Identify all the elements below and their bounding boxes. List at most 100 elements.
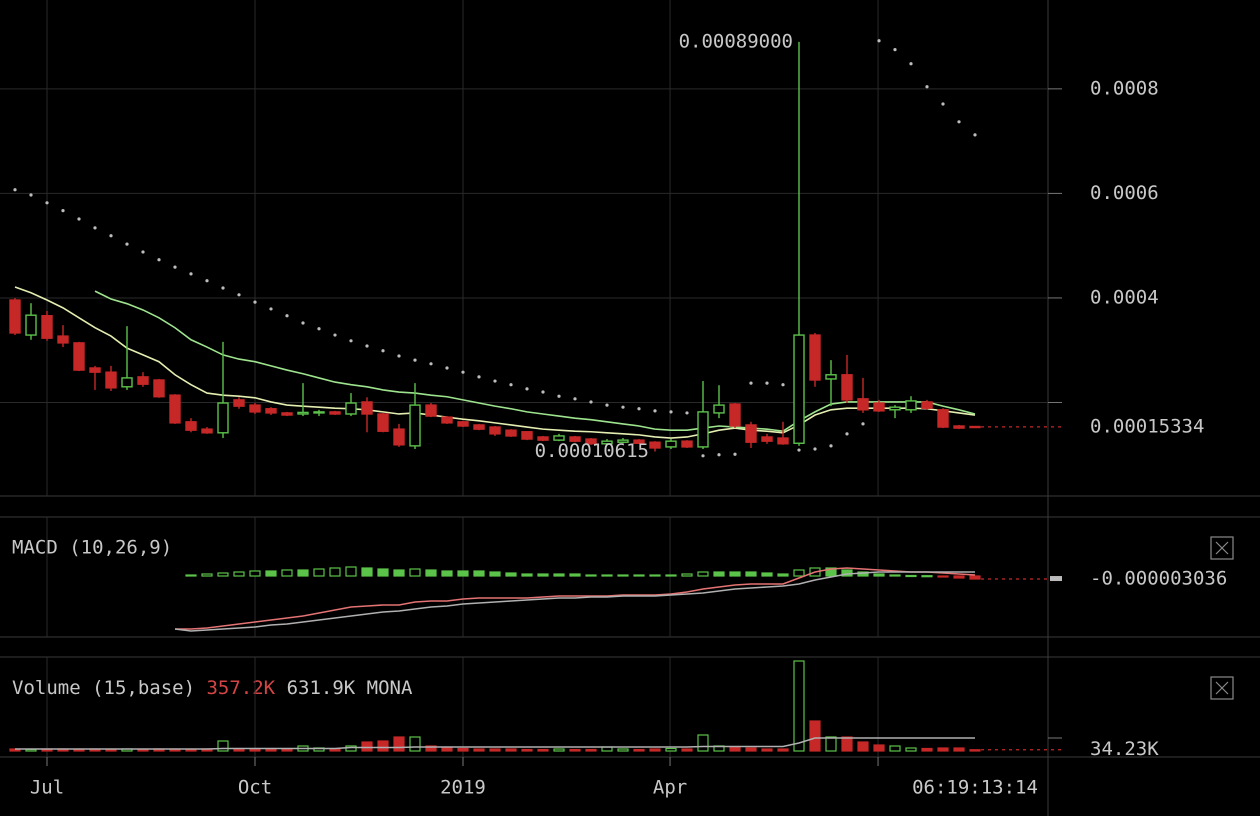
candle-body bbox=[617, 439, 629, 443]
volume-bar bbox=[249, 748, 261, 752]
volume-bar bbox=[457, 747, 469, 752]
candle-body bbox=[297, 411, 309, 415]
candle-body bbox=[969, 425, 981, 429]
macd-histogram-bar bbox=[505, 572, 517, 577]
candle-body bbox=[793, 334, 805, 444]
sar-dot bbox=[557, 394, 561, 398]
macd-histogram-bar bbox=[329, 567, 341, 577]
candle-body bbox=[601, 440, 613, 445]
sar-dot bbox=[637, 407, 641, 411]
sar-dot bbox=[157, 258, 161, 262]
volume-bar bbox=[921, 747, 933, 752]
candle-body bbox=[633, 439, 645, 444]
candle-body bbox=[841, 374, 853, 401]
macd-histogram-bar bbox=[777, 573, 789, 577]
close-volume-button[interactable] bbox=[1210, 676, 1234, 700]
macd-histogram-bar bbox=[569, 573, 581, 577]
macd-histogram-bar bbox=[921, 575, 933, 578]
sar-dot bbox=[509, 383, 513, 387]
price-annotation: 0.00010615 bbox=[535, 440, 649, 462]
sar-dot bbox=[125, 242, 129, 246]
macd-histogram-bar bbox=[889, 574, 901, 577]
sar-dot bbox=[269, 307, 273, 311]
candle-body bbox=[313, 411, 325, 414]
macd-histogram-bar bbox=[617, 574, 629, 577]
moving-average bbox=[14, 286, 976, 439]
volume-bar bbox=[729, 746, 741, 752]
sar-dot bbox=[653, 409, 657, 413]
macd-histogram-bar bbox=[281, 569, 293, 577]
sar-dot bbox=[109, 234, 113, 238]
sar-dot bbox=[349, 339, 353, 343]
sar-dot bbox=[605, 403, 609, 407]
sar-dot bbox=[29, 193, 33, 197]
candle-body bbox=[377, 413, 389, 432]
sar-dot bbox=[733, 452, 737, 456]
volume-bar bbox=[633, 748, 645, 752]
sar-dot bbox=[765, 381, 769, 385]
macd-histogram-bar bbox=[425, 569, 437, 577]
sar-dot bbox=[829, 444, 833, 448]
volume-bar bbox=[665, 747, 677, 752]
macd-histogram-bar bbox=[553, 573, 565, 577]
volume-bar bbox=[537, 748, 549, 752]
volume-bar bbox=[793, 660, 805, 752]
candle-body bbox=[537, 436, 549, 441]
candle-body bbox=[249, 404, 261, 413]
sar-dot bbox=[381, 349, 385, 353]
candle-body bbox=[921, 401, 933, 409]
sar-dot bbox=[253, 300, 257, 304]
candle-body bbox=[857, 398, 869, 411]
macd-histogram-bar bbox=[793, 569, 805, 577]
macd-last-label: -0.000003036 bbox=[1090, 568, 1227, 590]
candle-body bbox=[201, 428, 213, 434]
macd-line bbox=[174, 571, 975, 632]
macd-histogram-bar bbox=[601, 574, 613, 577]
candle-body bbox=[345, 402, 357, 415]
volume-bar bbox=[217, 740, 229, 752]
macd-last-marker bbox=[1050, 576, 1062, 582]
candle-body bbox=[873, 402, 885, 412]
sar-dot bbox=[877, 39, 881, 43]
sar-dot bbox=[781, 383, 785, 387]
candle-body bbox=[25, 314, 37, 336]
sar-dot bbox=[445, 366, 449, 370]
sar-dot bbox=[301, 321, 305, 325]
volume-header-value: 357.2K bbox=[206, 677, 275, 699]
macd-histogram-bar bbox=[249, 570, 261, 577]
macd-histogram-bar bbox=[905, 574, 917, 578]
macd-histogram-bar bbox=[665, 574, 677, 577]
candle-body bbox=[425, 404, 437, 417]
macd-histogram-bar bbox=[217, 572, 229, 577]
sar-dot bbox=[397, 354, 401, 358]
volume-bar bbox=[649, 748, 661, 752]
sar-dot bbox=[317, 327, 321, 331]
candle-body bbox=[265, 408, 277, 414]
macd-histogram-bar bbox=[233, 571, 245, 577]
close-macd-button[interactable] bbox=[1210, 536, 1234, 560]
candle-body bbox=[649, 441, 661, 449]
candle-body bbox=[505, 429, 517, 437]
candle-body bbox=[777, 437, 789, 445]
candle-body bbox=[393, 428, 405, 446]
volume-bar bbox=[521, 748, 533, 752]
macd-histogram-bar bbox=[393, 569, 405, 577]
candle-body bbox=[761, 436, 773, 442]
candle-body bbox=[729, 403, 741, 427]
candle-body bbox=[937, 409, 949, 428]
sar-dot bbox=[493, 379, 497, 383]
macd-histogram-bar bbox=[441, 570, 453, 577]
volume-bar bbox=[441, 747, 453, 752]
y-tick-label: 0.0006 bbox=[1090, 182, 1159, 204]
sar-dot bbox=[285, 314, 289, 318]
volume-bar bbox=[377, 740, 389, 752]
candle-body bbox=[169, 394, 181, 424]
volume-bar bbox=[857, 741, 869, 752]
candle-body bbox=[953, 425, 965, 429]
candle-body bbox=[697, 411, 709, 448]
macd-histogram-bar bbox=[537, 573, 549, 577]
candle-body bbox=[489, 426, 501, 435]
sar-dot bbox=[461, 370, 465, 374]
candle-body bbox=[553, 435, 565, 441]
